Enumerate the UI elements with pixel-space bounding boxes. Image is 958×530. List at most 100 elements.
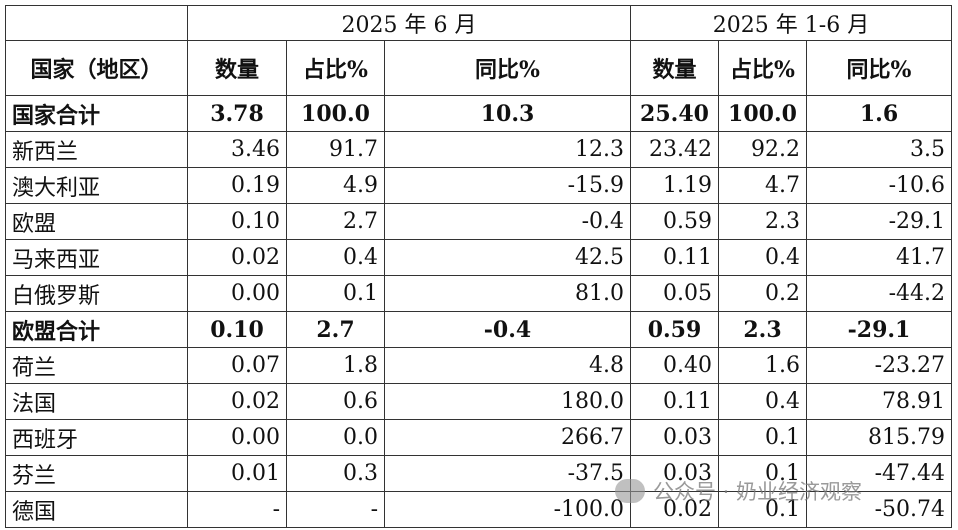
region-cell: 法国 xyxy=(5,383,188,420)
data-row: 欧盟 0.10 2.7 -0.4 0.59 2.3 -29.1 xyxy=(5,203,952,240)
value-cell: 0.00 xyxy=(187,275,287,312)
value-cell: 4.7 xyxy=(718,167,807,204)
data-row: 新西兰 3.46 91.7 12.3 23.42 92.2 3.5 xyxy=(5,131,952,168)
value-cell: 815.79 xyxy=(806,419,952,456)
watermark: 公众号 · 奶业经济观察 xyxy=(615,476,862,506)
value-cell: 91.7 xyxy=(286,131,385,168)
region-cell: 西班牙 xyxy=(5,419,188,456)
value-cell: - xyxy=(187,491,287,528)
header-cell xyxy=(5,5,188,41)
value-cell: 0.1 xyxy=(286,275,385,312)
region-cell: 澳大利亚 xyxy=(5,167,188,204)
value-cell: 100.0 xyxy=(718,95,807,132)
header-row: 2025 年 6 月 2025 年 1-6 月 xyxy=(5,5,952,41)
value-cell: 42.5 xyxy=(384,239,631,276)
data-row: 荷兰 0.07 1.8 4.8 0.40 1.6 -23.27 xyxy=(5,347,952,384)
value-cell: 0.59 xyxy=(630,203,719,240)
value-cell: 10.3 xyxy=(384,95,631,132)
value-cell: -100.0 xyxy=(384,491,631,528)
value-cell: 0.19 xyxy=(187,167,287,204)
data-row: 西班牙 0.00 0.0 266.7 0.03 0.1 815.79 xyxy=(5,419,952,456)
value-cell: -29.1 xyxy=(806,311,952,348)
watermark-text: 公众号 · 奶业经济观察 xyxy=(653,480,863,504)
value-cell: -50.74 xyxy=(806,491,952,528)
value-cell: 2.7 xyxy=(286,203,385,240)
data-row: 国家合计 3.78 100.0 10.3 25.40 100.0 1.6 xyxy=(5,95,952,132)
value-cell: 0.01 xyxy=(187,455,287,492)
value-cell: 2.3 xyxy=(718,311,807,348)
column-header: 数量 xyxy=(187,40,287,96)
value-cell: 0.11 xyxy=(630,239,719,276)
value-cell: 41.7 xyxy=(806,239,952,276)
value-cell: -0.4 xyxy=(384,311,631,348)
region-cell: 欧盟 xyxy=(5,203,188,240)
value-cell: 92.2 xyxy=(718,131,807,168)
column-header: 同比% xyxy=(384,40,631,96)
value-cell: 0.02 xyxy=(630,491,719,528)
value-cell: 0.02 xyxy=(187,239,287,276)
region-cell: 马来西亚 xyxy=(5,239,188,276)
region-cell: 国家合计 xyxy=(5,95,188,132)
value-cell: 0.40 xyxy=(630,347,719,384)
value-cell: 0.4 xyxy=(718,383,807,420)
value-cell: -10.6 xyxy=(806,167,952,204)
value-cell: 0.59 xyxy=(630,311,719,348)
value-cell: 0.1 xyxy=(718,491,807,528)
value-cell: 100.0 xyxy=(286,95,385,132)
column-header: 同比% xyxy=(806,40,952,96)
value-cell: 0.4 xyxy=(286,239,385,276)
value-cell: 12.3 xyxy=(384,131,631,168)
value-cell: 1.6 xyxy=(806,95,952,132)
value-cell: -23.27 xyxy=(806,347,952,384)
value-cell: 0.2 xyxy=(718,275,807,312)
data-row: 欧盟合计 0.10 2.7 -0.4 0.59 2.3 -29.1 xyxy=(5,311,952,348)
value-cell: 4.8 xyxy=(384,347,631,384)
data-row: 德国 - - -100.0 0.02 0.1 -50.74 xyxy=(5,491,952,528)
value-cell: 1.19 xyxy=(630,167,719,204)
value-cell: 78.91 xyxy=(806,383,952,420)
value-cell: -0.4 xyxy=(384,203,631,240)
column-header: 国家（地区） xyxy=(5,40,188,96)
value-cell: 0.11 xyxy=(630,383,719,420)
region-cell: 白俄罗斯 xyxy=(5,275,188,312)
column-header: 占比% xyxy=(286,40,385,96)
value-cell: 3.5 xyxy=(806,131,952,168)
data-row: 白俄罗斯 0.00 0.1 81.0 0.05 0.2 -44.2 xyxy=(5,275,952,312)
watermark-icon xyxy=(615,479,645,503)
value-cell: 1.6 xyxy=(718,347,807,384)
value-cell: 266.7 xyxy=(384,419,631,456)
region-cell: 新西兰 xyxy=(5,131,188,168)
value-cell: 0.03 xyxy=(630,419,719,456)
value-cell: 3.46 xyxy=(187,131,287,168)
value-cell: -29.1 xyxy=(806,203,952,240)
value-cell: 0.3 xyxy=(286,455,385,492)
period-header: 2025 年 1-6 月 xyxy=(630,5,952,41)
value-cell: 4.9 xyxy=(286,167,385,204)
region-cell: 德国 xyxy=(5,491,188,528)
column-header: 数量 xyxy=(630,40,719,96)
value-cell: 1.8 xyxy=(286,347,385,384)
value-cell: 3.78 xyxy=(187,95,287,132)
value-cell: 0.1 xyxy=(718,455,807,492)
value-cell: - xyxy=(286,491,385,528)
value-cell: 0.07 xyxy=(187,347,287,384)
value-cell: 23.42 xyxy=(630,131,719,168)
region-cell: 芬兰 xyxy=(5,455,188,492)
value-cell: 0.0 xyxy=(286,419,385,456)
value-cell: 0.4 xyxy=(718,239,807,276)
period-header: 2025 年 6 月 xyxy=(187,5,631,41)
column-header: 占比% xyxy=(718,40,807,96)
value-cell: 25.40 xyxy=(630,95,719,132)
value-cell: 180.0 xyxy=(384,383,631,420)
value-cell: 0.6 xyxy=(286,383,385,420)
value-cell: 0.05 xyxy=(630,275,719,312)
region-cell: 欧盟合计 xyxy=(5,311,188,348)
region-cell: 荷兰 xyxy=(5,347,188,384)
data-row: 澳大利亚 0.19 4.9 -15.9 1.19 4.7 -10.6 xyxy=(5,167,952,204)
table-body: 2025 年 6 月 2025 年 1-6 月国家（地区） 数量 占比% 同比% 数量 占比… xyxy=(5,5,952,528)
value-cell: 0.1 xyxy=(718,419,807,456)
value-cell: 2.3 xyxy=(718,203,807,240)
value-cell: 0.02 xyxy=(187,383,287,420)
value-cell: 0.00 xyxy=(187,419,287,456)
